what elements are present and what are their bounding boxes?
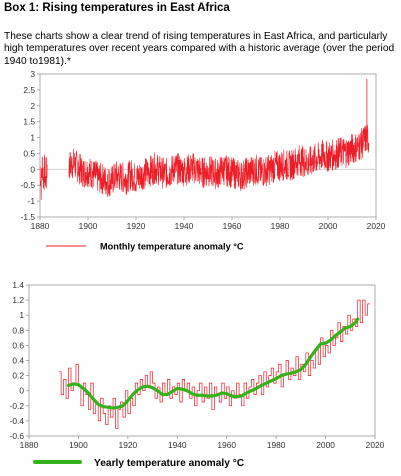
monthly-x-tick-label: 1980: [271, 221, 290, 231]
yearly-y-tick-label: 0.4: [12, 356, 24, 366]
yearly-series: [58, 299, 371, 429]
monthly-legend-label: Monthly temperature anomaly °C: [100, 242, 244, 252]
yearly-legend: Yearly temperature anomaly °C: [33, 458, 245, 469]
intro-text: These charts show a clear trend of risin…: [4, 31, 395, 67]
yearly-y-tick-label: 1: [19, 310, 24, 320]
monthly-x-tick-label: 2000: [319, 221, 338, 231]
monthly-y-tick-label: 3: [30, 69, 35, 79]
monthly-y-tick-label: 1.5: [23, 117, 35, 127]
yearly-y-tick-label: 0: [19, 386, 24, 396]
yearly-y-tick-label: -0.6: [10, 431, 25, 441]
monthly-y-tick-label: 2.5: [23, 85, 35, 95]
yearly-y-tick-label: 1.4: [12, 280, 24, 290]
yearly-x-tick-label: 1960: [217, 440, 236, 450]
monthly-x-tick-label: 2020: [367, 221, 386, 231]
monthly-legend: Monthly temperature anomaly °C: [46, 242, 244, 252]
yearly-temperature-chart: 1.4 1.2 1 0.8 0.6 0.4 0.2 0 -0.2 -0.4 -0.6 1880 190…: [10, 280, 385, 469]
monthly-y-tick-label: 1: [30, 133, 35, 143]
yearly-legend-label: Yearly temperature anomaly °C: [94, 458, 245, 469]
monthly-y-tick-label: 0.5: [23, 148, 35, 158]
monthly-y-tick-label: 2: [30, 101, 35, 111]
yearly-y-tick-label: 1.2: [12, 295, 24, 305]
box-title: Box 1: Rising temperatures in East Afric…: [4, 2, 230, 14]
monthly-plot-frame: [39, 73, 377, 218]
yearly-x-tick-label: 1900: [69, 440, 88, 450]
monthly-y-tick-label: -1: [28, 196, 36, 206]
monthly-y-tick-label: -0.5: [21, 180, 36, 190]
yearly-x-tick-label: 1920: [119, 440, 138, 450]
yearly-x-tick-label: 2020: [366, 440, 385, 450]
yearly-x-tick-label: 1880: [20, 440, 39, 450]
yearly-y-tick-label: 0.6: [12, 340, 24, 350]
yearly-x-tick-label: 1980: [267, 440, 286, 450]
monthly-series-line-early: [39, 154, 48, 200]
monthly-x-tick-label: 1880: [31, 221, 50, 231]
yearly-plot-area: 1.4 1.2 1 0.8 0.6 0.4 0.2 0 -0.2 -0.4 -0.6 1880 190…: [10, 280, 385, 450]
monthly-x-tick-label: 1920: [127, 221, 146, 231]
monthly-plot-area: 3 2.5 2 1.5 1 0.5 0 -0.5 -1 -1.5 1880 1900 1920 1940…: [21, 69, 386, 231]
yearly-annual-step-line: [58, 299, 371, 429]
monthly-x-tick-label: 1900: [79, 221, 98, 231]
monthly-y-axis: 3 2.5 2 1.5 1 0.5 0 -0.5 -1 -1.5: [21, 69, 40, 222]
yearly-y-axis: 1.4 1.2 1 0.8 0.6 0.4 0.2 0 -0.2 -0.4 -0.6: [10, 280, 29, 441]
monthly-x-tick-label: 1940: [175, 221, 194, 231]
monthly-series: [39, 78, 370, 200]
yearly-smoothed-line: [66, 317, 360, 410]
yearly-plot-frame: [28, 284, 376, 437]
monthly-series-line: [68, 124, 370, 198]
yearly-x-tick-label: 2000: [316, 440, 335, 450]
monthly-temperature-chart: 3 2.5 2 1.5 1 0.5 0 -0.5 -1 -1.5 1880 1900 1920 1940…: [21, 69, 386, 252]
yearly-y-tick-label: 0.8: [12, 325, 24, 335]
yearly-y-tick-label: -0.2: [10, 401, 25, 411]
yearly-y-tick-label: -0.4: [10, 416, 25, 426]
yearly-x-tick-label: 1940: [168, 440, 187, 450]
yearly-y-tick-label: 0.2: [12, 371, 24, 381]
monthly-x-axis: 1880 1900 1920 1940 1960 1980 2000 2020: [31, 217, 386, 231]
monthly-x-tick-label: 1960: [223, 221, 242, 231]
yearly-x-axis: 1880 1900 1920 1940 1960 1980 2000 2020: [20, 436, 385, 450]
monthly-y-tick-label: -1.5: [21, 212, 36, 222]
monthly-y-tick-label: 0: [30, 164, 35, 174]
